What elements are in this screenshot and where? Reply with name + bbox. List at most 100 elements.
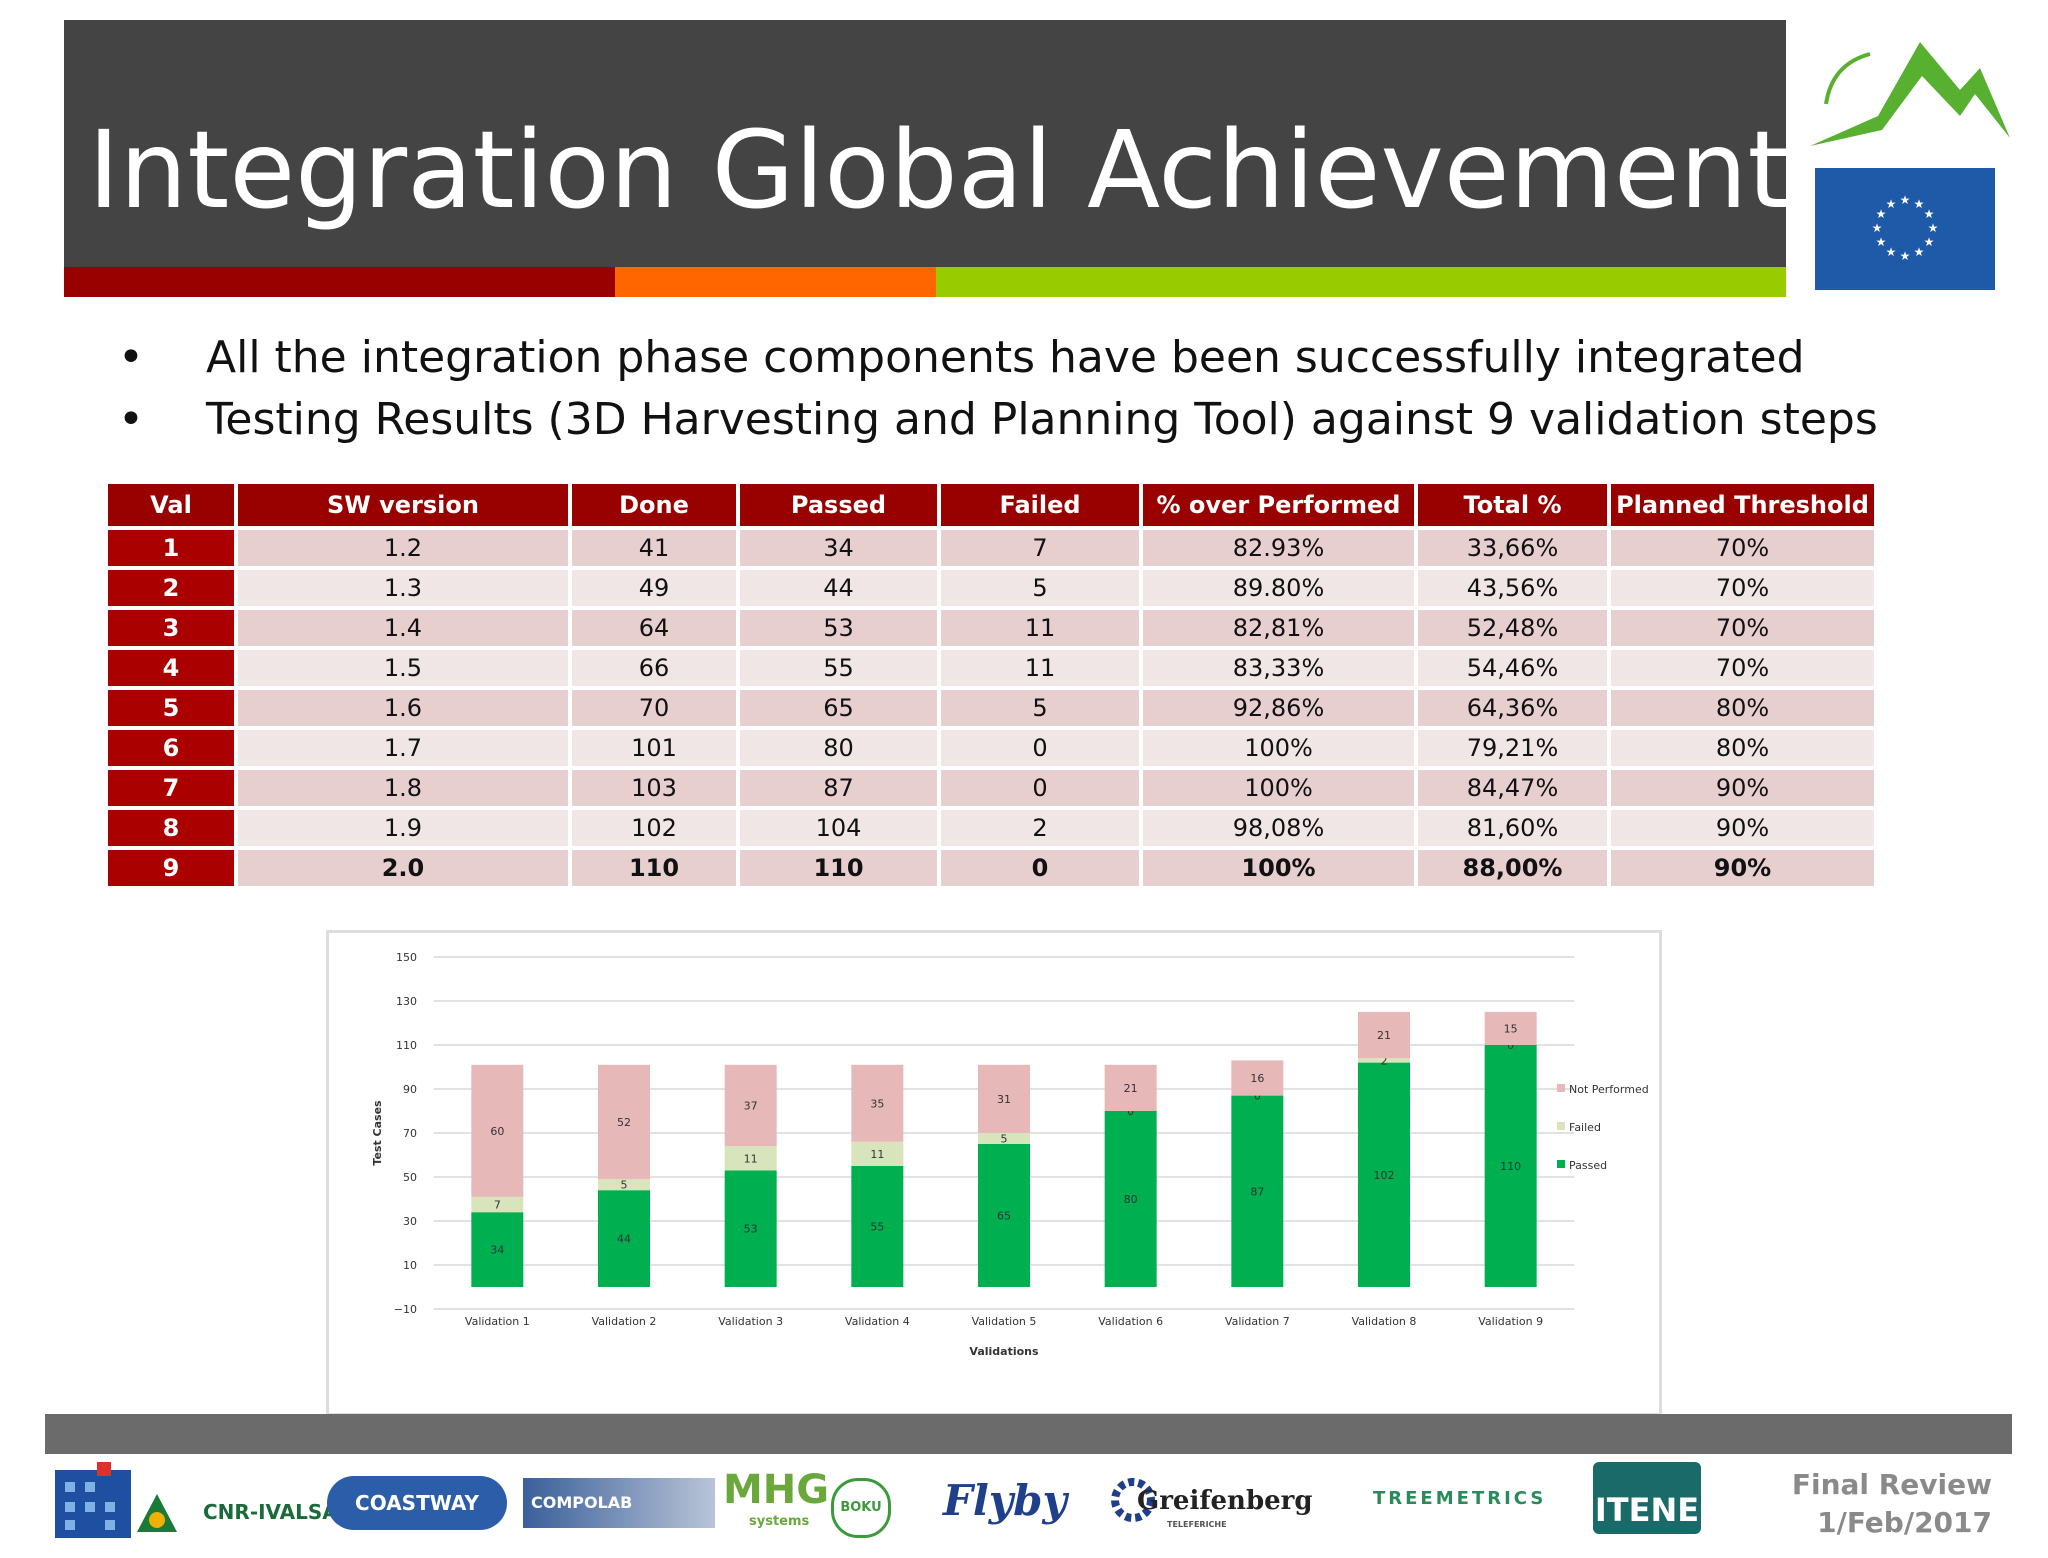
header-sw-version: SW version [238,484,568,526]
table-cell: 89.80% [1143,570,1414,606]
header-passed: Passed [740,484,937,526]
table-cell: 1.5 [238,650,568,686]
x-tick-label: Validation 4 [845,1315,910,1328]
table-cell: 2 [941,810,1139,846]
data-label: 5 [1001,1133,1008,1146]
boku-logo: BOKU [831,1478,891,1538]
table-cell: 0 [941,730,1139,766]
table-cell: 104 [740,810,937,846]
flyby-label: Flyby [943,1476,1067,1525]
data-label: 53 [744,1223,758,1236]
table-row: 6 1.7 101 80 0 100% 79,21% 80% [108,730,1874,766]
data-label: 11 [870,1148,884,1161]
svg-text:★: ★ [1914,245,1925,259]
table-row: 4 1.5 66 55 11 83,33% 54,46% 70% [108,650,1874,686]
y-tick-label: −10 [394,1303,417,1316]
mhg-label: MHG [723,1467,830,1513]
table-cell: 66 [572,650,736,686]
bar-failed [978,1133,1030,1144]
itene-logo: ITENE [1593,1462,1701,1534]
accent-stripe-green [936,267,1786,297]
table-cell: 44 [740,570,937,606]
bar-failed [851,1141,904,1166]
bar-passed [724,1170,777,1287]
table-cell: 70% [1611,570,1874,606]
table-row: 3 1.4 64 53 11 82,81% 52,48% 70% [108,610,1874,646]
svg-text:★: ★ [1914,197,1925,211]
table-cell: 110 [572,850,736,886]
table-cell: 101 [572,730,736,766]
table-cell: 90% [1611,850,1874,886]
data-label: 5 [621,1179,628,1192]
cnr-ivalsa-icon [137,1494,177,1532]
bar-passed [471,1212,524,1287]
table-cell: 1.7 [238,730,568,766]
table-cell: 54,46% [1418,650,1607,686]
data-label: 102 [1374,1169,1395,1182]
svg-text:★: ★ [1872,221,1883,235]
footer-line-1: Final Review [1791,1468,1992,1501]
bullet-item: • All the integration phase components h… [110,326,1878,388]
cnr-ivalsa-logo: CNR-IVALSA [203,1500,338,1524]
page-title: Integration Global Achievements [88,109,1846,233]
x-tick-label: Validation 2 [592,1315,657,1328]
row-val-cell: 7 [108,770,234,806]
table-header-row: Val SW version Done Passed Failed % over… [108,484,1874,526]
data-label: 21 [1377,1029,1391,1042]
table-cell: 103 [572,770,736,806]
table-cell: 1.3 [238,570,568,606]
header-done: Done [572,484,736,526]
table-cell: 33,66% [1418,530,1607,566]
bar-passed [598,1190,650,1287]
bullet-text: Testing Results (3D Harvesting and Plann… [206,393,1878,445]
bar-failed [598,1179,650,1191]
data-label: 11 [744,1152,758,1165]
treemetrics-logo: TREEMETRICS [1373,1488,1547,1509]
table-cell: 1.6 [238,690,568,726]
y-tick-label: 110 [396,1039,417,1052]
y-tick-label: 10 [403,1259,417,1272]
x-tick-label: Validation 8 [1352,1315,1417,1328]
x-tick-label: Validation 3 [718,1315,783,1328]
table-cell: 2.0 [238,850,568,886]
results-table: Val SW version Done Passed Failed % over… [104,480,1878,890]
row-val-cell: 1 [108,530,234,566]
data-label: 0 [1254,1090,1261,1103]
table-cell: 80% [1611,730,1874,766]
row-val-cell: 8 [108,810,234,846]
svg-text:★: ★ [1928,221,1939,235]
data-label: 65 [997,1210,1011,1223]
building-logo [55,1462,131,1538]
table-cell: 1.9 [238,810,568,846]
data-label: 52 [617,1116,631,1129]
table-cell: 65 [740,690,937,726]
bullet-marker: • [118,393,144,445]
data-label: 35 [870,1097,884,1110]
table-cell: 100% [1143,850,1414,886]
table-row: 1 1.2 41 34 7 82.93% 33,66% 70% [108,530,1874,566]
table-cell: 90% [1611,810,1874,846]
data-label: 2 [1381,1054,1388,1067]
bullet-marker: • [118,331,144,383]
svg-text:★: ★ [1876,235,1887,249]
boku-label: BOKU [840,1500,882,1515]
bar-not-performed [1358,1012,1410,1059]
table-cell: 70 [572,690,736,726]
data-label: 0 [1127,1105,1134,1118]
row-val-cell: 9 [108,850,234,886]
legend-label: Passed [1569,1159,1607,1172]
table-cell: 34 [740,530,937,566]
bar-not-performed [598,1064,650,1180]
data-label: 16 [1250,1072,1264,1085]
header-total-percent: Total % [1418,484,1607,526]
table-cell: 80 [740,730,937,766]
footer-review-info: Final Review 1/Feb/2017 [1792,1466,1992,1542]
mhg-systems-label: systems [749,1514,810,1529]
table-cell: 80% [1611,690,1874,726]
table-cell: 87 [740,770,937,806]
table-cell: 11 [941,650,1139,686]
table-cell: 49 [572,570,736,606]
table-cell: 1.2 [238,530,568,566]
table-cell: 102 [572,810,736,846]
table-row: 7 1.8 103 87 0 100% 84,47% 90% [108,770,1874,806]
